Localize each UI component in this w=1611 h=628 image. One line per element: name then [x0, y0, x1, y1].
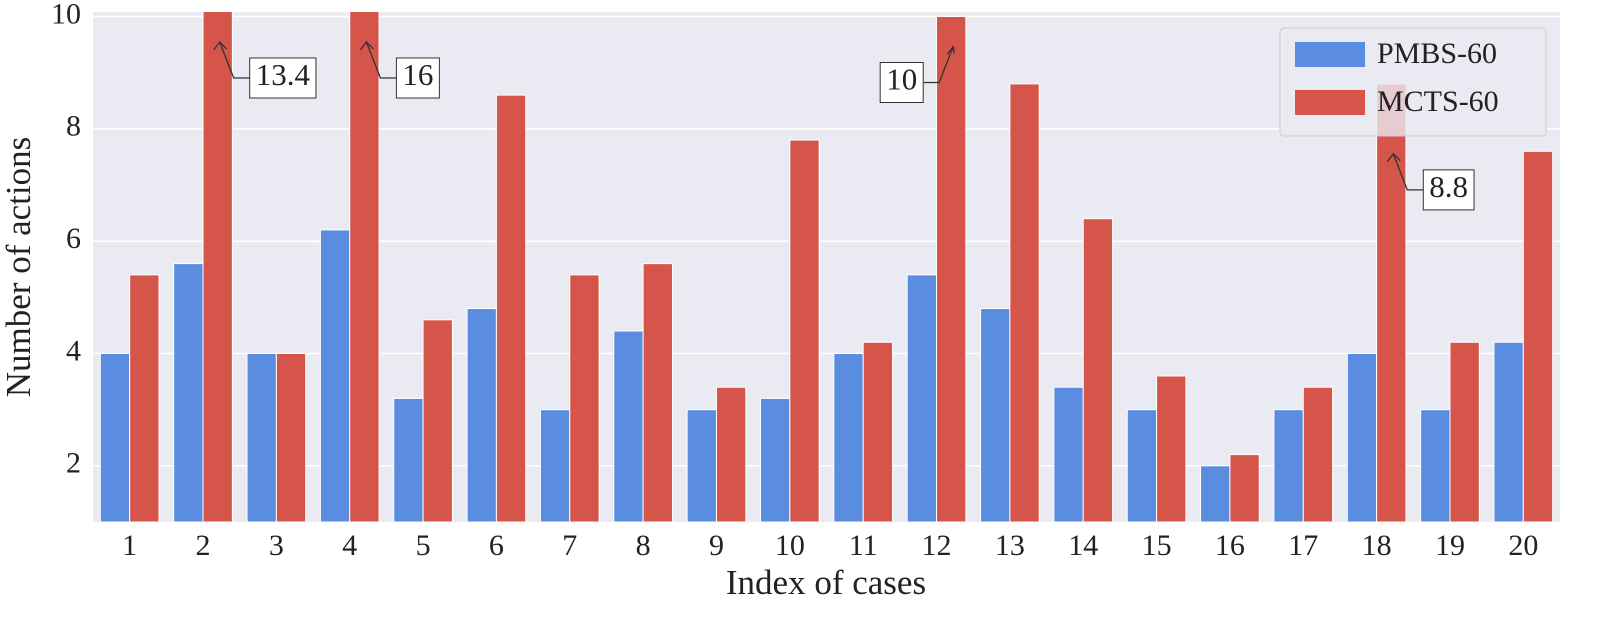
x-tick-label: 15	[1142, 529, 1172, 562]
annotation-label: 8.8	[1429, 169, 1468, 204]
bar	[980, 308, 1011, 522]
x-tick-label: 11	[849, 529, 878, 562]
annotation-box	[1422, 169, 1475, 211]
bar	[1302, 386, 1334, 522]
x-tick-label: 20	[1508, 529, 1538, 562]
x-tick-label: 1	[122, 529, 137, 562]
x-tick-label: 7	[562, 529, 577, 562]
bar	[495, 94, 527, 522]
bar	[393, 397, 424, 522]
bar	[613, 330, 644, 522]
arrow-head	[946, 44, 955, 55]
bar	[349, 12, 380, 522]
bar	[1126, 409, 1158, 522]
x-tick-label: 9	[709, 529, 724, 562]
y-axis-label: Number of actions	[0, 137, 38, 397]
bar	[319, 229, 351, 522]
bar	[1229, 454, 1260, 522]
annotation-box	[395, 57, 440, 99]
x-tick-label: 4	[342, 529, 357, 562]
bar	[173, 263, 204, 522]
bar	[202, 12, 233, 522]
bar	[1346, 352, 1378, 522]
bar	[246, 352, 277, 522]
bar	[466, 308, 497, 522]
x-tick-label: 8	[636, 529, 651, 562]
x-tick-label: 17	[1288, 529, 1318, 562]
x-tick-label: 6	[489, 529, 504, 562]
x-tick-label: 14	[1068, 529, 1098, 562]
bar	[1449, 341, 1480, 522]
arrow-head	[359, 41, 374, 51]
bar	[906, 274, 938, 522]
y-tick-label: 4	[66, 334, 81, 367]
bars	[99, 12, 1554, 522]
arrow-head	[1386, 152, 1401, 163]
bar	[539, 409, 571, 522]
x-tick-label: 16	[1215, 529, 1245, 562]
bar	[1082, 218, 1114, 522]
annotation-label: 10	[886, 62, 917, 97]
x-tick-label: 13	[995, 529, 1025, 562]
x-tick-label: 12	[922, 529, 952, 562]
bar	[129, 274, 160, 522]
annotation-arrow	[923, 46, 954, 84]
bar	[715, 386, 747, 522]
x-tick-label: 19	[1435, 529, 1465, 562]
annotation-arrow	[365, 41, 397, 79]
arrow-head	[213, 41, 228, 51]
legend-swatch	[1295, 90, 1365, 115]
bar	[642, 263, 673, 522]
y-tick-label: 10	[51, 0, 81, 30]
bar	[1376, 83, 1407, 522]
x-tick-label: 10	[775, 529, 805, 562]
y-tick-label: 2	[66, 447, 81, 480]
bar	[862, 341, 894, 522]
x-axis-label: Index of cases	[726, 563, 926, 602]
y-tick-label: 6	[66, 222, 81, 255]
bar	[789, 139, 820, 522]
annotation-arrow	[219, 41, 250, 79]
bar	[1493, 341, 1524, 522]
annotation-label: 13.4	[256, 57, 311, 92]
x-tick-label: 2	[196, 529, 211, 562]
x-tick-label: 18	[1362, 529, 1392, 562]
bar	[686, 409, 717, 522]
bar	[759, 397, 791, 522]
bar	[1273, 409, 1304, 522]
bar	[1200, 465, 1231, 522]
bar	[1009, 83, 1040, 522]
bar	[1156, 375, 1187, 522]
bar	[833, 352, 864, 522]
legend-swatch	[1295, 42, 1365, 67]
bar	[936, 15, 967, 522]
bar	[1522, 150, 1554, 522]
bar	[275, 352, 307, 522]
bar	[99, 352, 131, 522]
annotation-arrow	[1392, 153, 1424, 191]
bar	[1053, 386, 1084, 522]
annotation-label: 16	[402, 57, 433, 92]
y-tick-label: 8	[66, 110, 81, 143]
x-tick-label: 5	[416, 529, 431, 562]
legend-label: MCTS-60	[1377, 85, 1499, 118]
x-tick-label: 3	[269, 529, 284, 562]
annotation-box	[879, 61, 924, 103]
bar	[422, 319, 453, 522]
legend-label: PMBS-60	[1377, 37, 1497, 70]
bar	[569, 274, 600, 522]
bar	[1420, 409, 1451, 522]
